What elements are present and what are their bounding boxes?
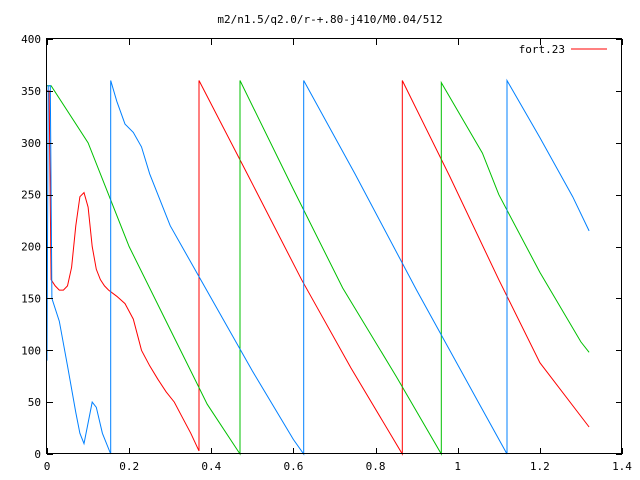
- series-line-3: [46, 78, 590, 456]
- y-tick-label: 50: [28, 396, 41, 409]
- plot-frame: [46, 38, 622, 454]
- chart-title: m2/n1.5/q2.0/r-+.80-j410/M0.04/512: [217, 13, 442, 26]
- x-tick-label: 0.6: [283, 460, 303, 473]
- y-tick-label: 400: [21, 33, 41, 46]
- x-tick-label: 1.4: [612, 460, 632, 473]
- y-tick-label: 100: [21, 344, 41, 357]
- x-tick-label: 0: [44, 460, 51, 473]
- y-tick-label: 0: [34, 448, 41, 461]
- y-tick-label: 300: [21, 137, 41, 150]
- y-tick-label: 150: [21, 292, 41, 305]
- x-axis: 0 0.2 0.4 0.6 0.8 1 1.2 1.4: [44, 39, 632, 473]
- series-line-1: [47, 80, 590, 456]
- y-tick-label: 200: [21, 241, 41, 254]
- legend-label: fort.23: [519, 43, 565, 56]
- x-tick-label: 0.4: [201, 460, 221, 473]
- series-layer: [46, 78, 590, 456]
- y-tick-label: 350: [21, 85, 41, 98]
- legend: fort.23: [519, 43, 607, 56]
- x-tick-label: 0.2: [119, 460, 139, 473]
- y-tick-label: 250: [21, 189, 41, 202]
- series-line-2: [47, 80, 590, 456]
- x-tick-label: 0.8: [366, 460, 386, 473]
- x-tick-label: 1.2: [530, 460, 550, 473]
- x-tick-label: 1: [454, 460, 461, 473]
- y-axis: 0 50 100 150 200 250 300 350 400: [21, 33, 622, 461]
